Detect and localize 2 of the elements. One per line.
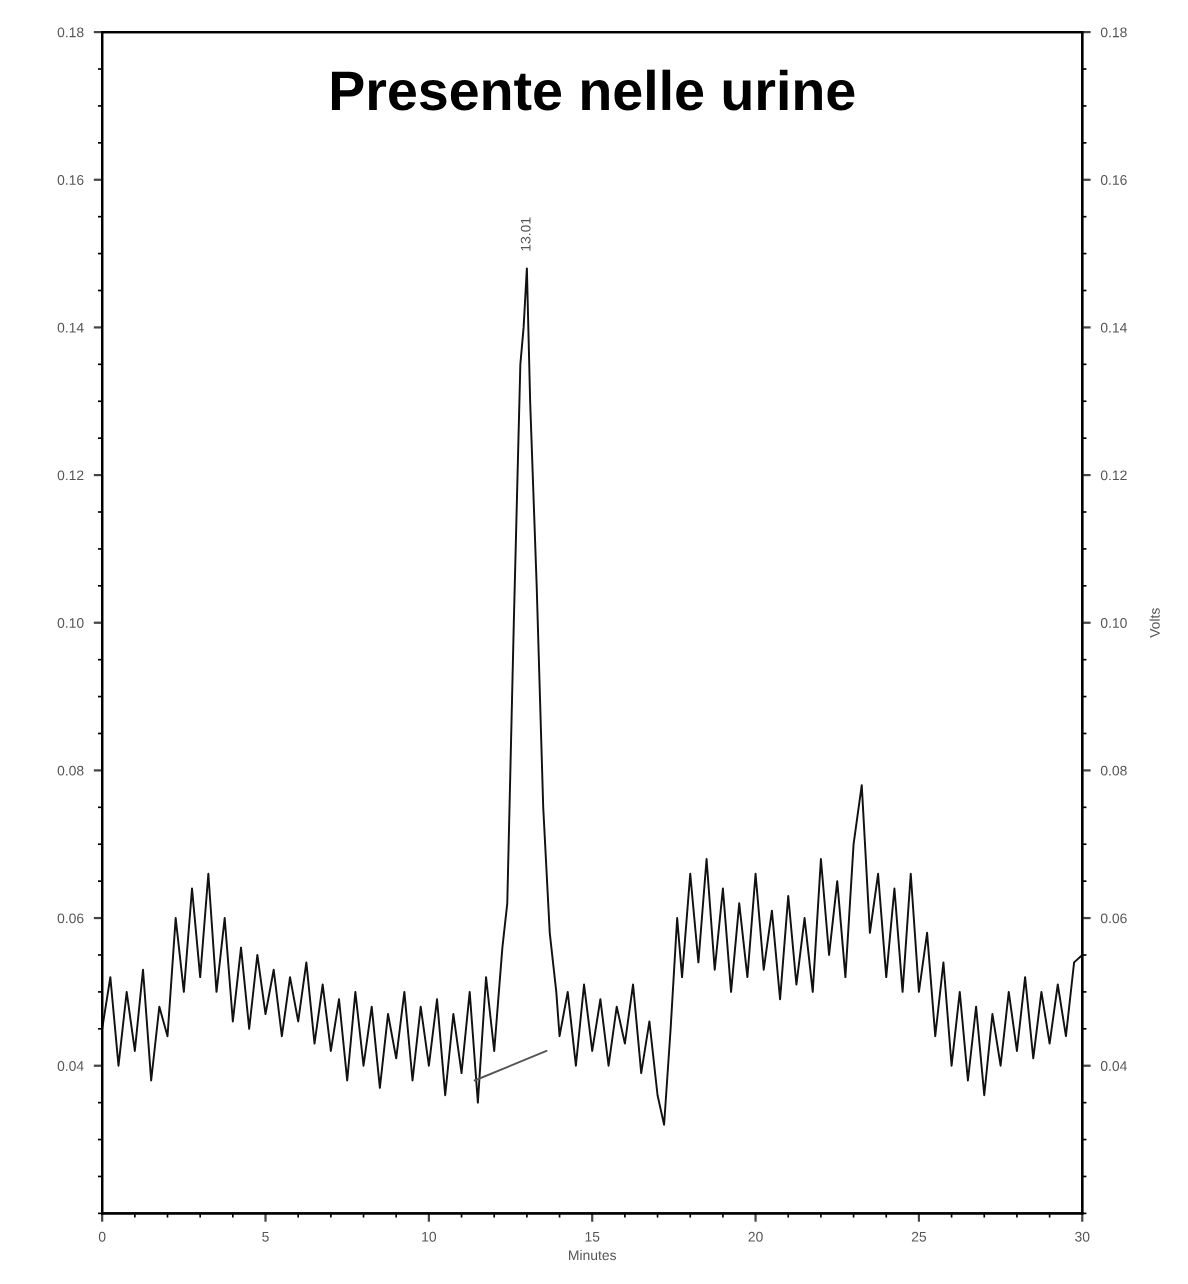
- line-series: [102, 267, 1083, 1126]
- text: Presente nelle urine: [331, 69, 855, 111]
